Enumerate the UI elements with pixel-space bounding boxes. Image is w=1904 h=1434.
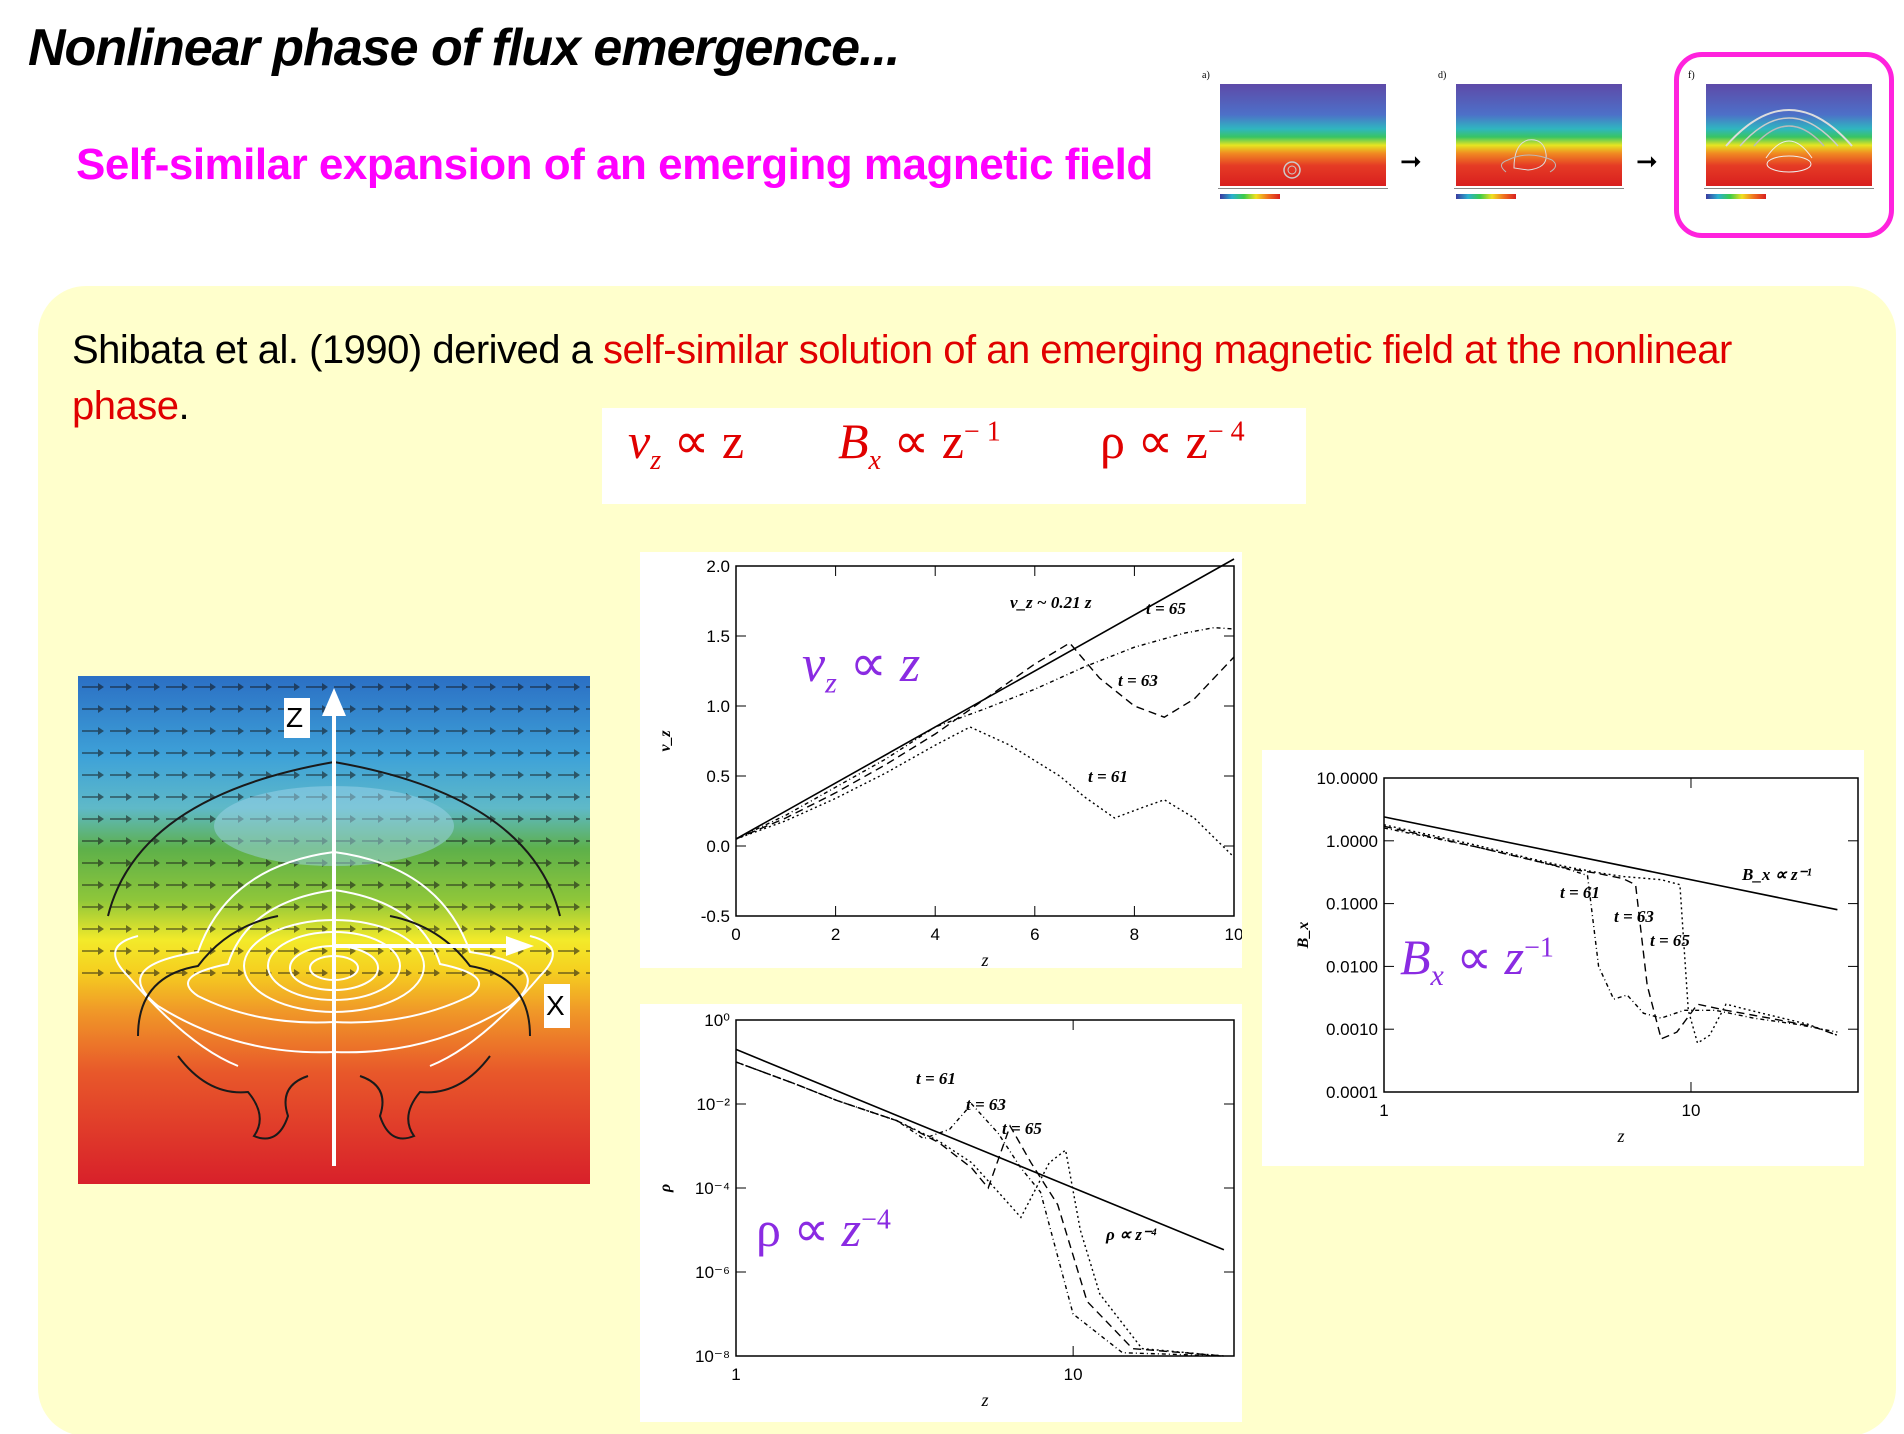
thumbnail-f: f)	[1686, 68, 1882, 218]
annotation-label: v_z ~ 0.21 z	[1010, 593, 1092, 612]
series-line-t-61	[1383, 827, 1838, 1033]
y-tick-label: 10⁰	[704, 1011, 730, 1030]
chart-rho-vs-z: 1 10 10⁰ 10⁻² 10⁻⁴ 10⁻⁶ 10⁻⁸ z ρ t = 61 t = 63 t = …	[640, 1004, 1242, 1422]
series-line-t-65	[735, 1061, 1224, 1357]
x-axis-label: X	[546, 990, 565, 1021]
thumbnail-axis	[1454, 188, 1624, 194]
chart-bx-svg: 1 10 10.0000 1.0000 0.1000 0.0100 0.0010 0.0001…	[1295, 769, 1859, 1146]
annotation-label: t = 61	[1088, 767, 1128, 786]
y-tick-label: 0.0001	[1326, 1083, 1378, 1102]
y-tick-label: 10⁻²	[696, 1095, 730, 1114]
annotation-label: t = 61	[1560, 883, 1600, 902]
series-line-t-61	[735, 1061, 1224, 1357]
y-axis-label: B_x	[1295, 922, 1312, 950]
x-tick-label: 1	[1379, 1101, 1388, 1120]
formula-bx: Bx ∝ z− 1	[838, 413, 1001, 476]
series-line-t-65	[1383, 824, 1838, 1045]
intro-text: Shibata et al. (1990) derived a	[72, 328, 604, 372]
y-tick-label: 0.0100	[1326, 957, 1378, 976]
y-tick-label: 1.5	[706, 627, 730, 646]
x-axis-label: z	[980, 950, 988, 968]
thumbnail-label: d)	[1438, 70, 1447, 81]
x-tick-label: 10	[1682, 1101, 1701, 1120]
intro-paragraph: Shibata et al. (1990) derived a self-sim…	[72, 322, 1832, 434]
formula-vz: vz ∝ z	[628, 413, 745, 476]
right-arrow-icon: ➞	[1400, 146, 1422, 176]
annotation-label: t = 63	[1118, 671, 1158, 690]
thumbnail-colorbar	[1220, 194, 1280, 199]
chart-bx-vs-z: 1 10 10.0000 1.0000 0.1000 0.0100 0.0010 0.0001…	[1262, 750, 1864, 1166]
x-tick-label: 1	[731, 1365, 740, 1384]
right-arrow-icon: ➞	[1636, 146, 1658, 176]
page-subtitle: Self-similar expansion of an emerging ma…	[76, 140, 1153, 189]
y-tick-label: -0.5	[701, 907, 730, 926]
series-line-t-63	[735, 1061, 1224, 1357]
thumbnail-plot	[1706, 84, 1872, 186]
series-line-t-65	[735, 626, 1235, 840]
simulation-thumbnail-sequence: a) ➞ d) ➞ f)	[1200, 50, 1896, 240]
formula-rho: ρ ∝ z− 4	[1100, 413, 1245, 469]
z-axis-label: Z	[286, 702, 304, 733]
y-tick-label: 0.5	[706, 767, 730, 786]
y-tick-label: 0.0010	[1326, 1020, 1378, 1039]
series-line-t-63	[1383, 825, 1838, 1040]
plot-frame	[1383, 777, 1859, 1093]
thumbnail-axis	[1704, 188, 1874, 194]
annotation-label: t = 65	[1146, 599, 1186, 618]
annotation-label: t = 65	[1650, 931, 1690, 950]
y-tick-label: 10⁻⁶	[695, 1263, 730, 1282]
chart-vz-svg: 0 2 4 6 8 10 -0.5 0.0 0.5 1.0 1.5 2.0 z v_z v_z ~ 0.21…	[657, 557, 1242, 968]
flux-emergence-simulation-image: Z X	[78, 676, 590, 1184]
page-title: Nonlinear phase of flux emergence...	[28, 19, 900, 77]
annotation-label: ρ ∝ z⁻⁴	[1105, 1225, 1157, 1244]
highlight-frame	[1674, 52, 1894, 238]
annotation-label: B_x ∝ z⁻¹	[1741, 865, 1812, 884]
y-tick-label: 10⁻⁸	[695, 1347, 730, 1366]
thumbnail-d: d)	[1436, 68, 1632, 218]
intro-text-end: .	[178, 384, 190, 428]
chart-vz-vs-z: 0 2 4 6 8 10 -0.5 0.0 0.5 1.0 1.5 2.0 z v_z v_z ~ 0.21…	[640, 552, 1242, 968]
thumbnail-a: a)	[1200, 68, 1396, 218]
x-axis-label: z	[980, 1390, 988, 1410]
thumbnail-colorbar	[1456, 194, 1516, 199]
y-tick-label: 10⁻⁴	[695, 1179, 730, 1198]
intro-highlight: self-similar solution of an emerging mag…	[72, 328, 1732, 428]
x-tick-label: 6	[1030, 925, 1039, 944]
y-tick-label: 2.0	[706, 557, 730, 576]
overlay-formula-vz: vz ∝ z	[802, 636, 921, 700]
x-axis-label: z	[1616, 1126, 1624, 1146]
annotation-label: t = 65	[1002, 1119, 1042, 1138]
series-line-reference	[735, 1048, 1225, 1251]
x-tick-label: 10	[1225, 925, 1242, 944]
series-line-t-61	[735, 726, 1235, 858]
x-tick-label: 0	[731, 925, 740, 944]
annotation-label: t = 63	[966, 1095, 1006, 1114]
chart-rho-svg: 1 10 10⁰ 10⁻² 10⁻⁴ 10⁻⁶ 10⁻⁸ z ρ t = 61 t = 63 t = …	[657, 1011, 1235, 1410]
x-tick-label: 4	[930, 925, 939, 944]
overlay-formula-rho: ρ ∝ z−4	[756, 1201, 891, 1257]
thumbnail-label: a)	[1202, 70, 1210, 81]
x-tick-label: 8	[1130, 925, 1139, 944]
thumbnail-colorbar	[1706, 194, 1766, 199]
plot-frame	[735, 1019, 1235, 1357]
thumbnail-plot	[1220, 84, 1386, 186]
y-tick-label: 1.0000	[1326, 832, 1378, 851]
y-tick-label: 1.0	[706, 697, 730, 716]
thumbnail-plot	[1456, 84, 1622, 186]
y-axis-label: ρ	[657, 1184, 674, 1193]
overlay-formula-bx: Bx ∝ z−1	[1400, 929, 1554, 992]
y-axis-label: v_z	[657, 730, 674, 752]
x-tick-label: 2	[831, 925, 840, 944]
thumbnail-axis	[1218, 188, 1388, 194]
y-tick-label: 10.0000	[1317, 769, 1378, 788]
series-line-t-63	[735, 642, 1235, 840]
x-tick-label: 10	[1064, 1365, 1083, 1384]
plot-frame	[735, 565, 1235, 917]
series-line-reference	[1383, 816, 1838, 911]
y-tick-label: 0.0	[706, 837, 730, 856]
formula-box: vz ∝ z Bx ∝ z− 1 ρ ∝ z− 4	[602, 408, 1306, 504]
annotation-label: t = 63	[1614, 907, 1654, 926]
y-tick-label: 0.1000	[1326, 895, 1378, 914]
annotation-label: t = 61	[916, 1069, 956, 1088]
